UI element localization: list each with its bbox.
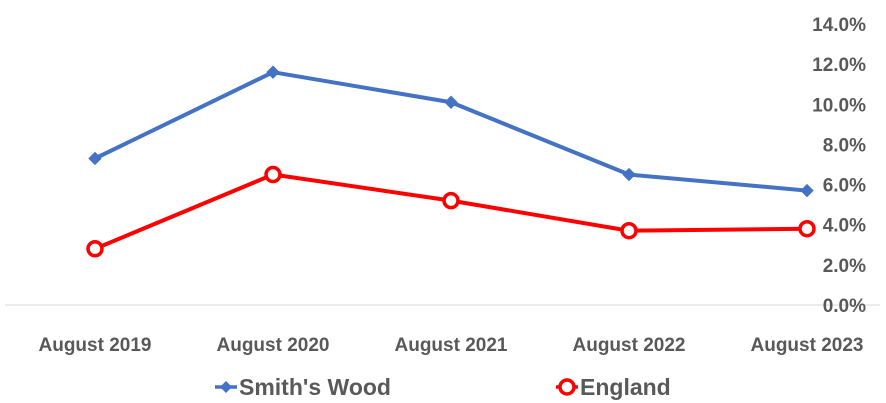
y-tick-label: 0.0% xyxy=(823,296,866,317)
x-tick-label: August 2022 xyxy=(573,335,686,356)
data-point-england xyxy=(264,165,282,184)
y-tick-label: 14.0% xyxy=(812,15,866,36)
x-tick-label: August 2023 xyxy=(751,335,864,356)
data-point-smith-s-wood xyxy=(622,167,636,182)
legend-marker-smith-s-wood xyxy=(220,381,232,393)
y-tick-label: 8.0% xyxy=(823,135,866,156)
legend: Smith's Wood England xyxy=(215,374,671,400)
x-tick-label: August 2021 xyxy=(395,335,508,356)
y-tick-label: 10.0% xyxy=(812,95,866,116)
data-point-smith-s-wood xyxy=(88,151,102,166)
x-axis-ticks: August 2019 August 2020 August 2021 August … xyxy=(39,335,864,356)
y-axis-ticks: 0.0% 2.0% 4.0% 6.0% 8.0% 10.0% 12.0% 14.0% xyxy=(812,15,866,317)
series-line-smith-s-wood xyxy=(94,70,808,193)
data-point-smith-s-wood xyxy=(266,65,280,79)
y-tick-label: 6.0% xyxy=(823,176,866,197)
data-point-england xyxy=(86,240,104,258)
legend-marker-england xyxy=(558,378,576,396)
y-tick-label: 4.0% xyxy=(823,216,866,237)
legend-label-england: England xyxy=(580,374,671,400)
y-tick-label: 12.0% xyxy=(812,55,866,76)
x-tick-label: August 2019 xyxy=(39,335,152,356)
legend-label-smith-s-wood: Smith's Wood xyxy=(239,374,391,400)
data-point-smith-s-wood xyxy=(444,95,458,109)
series-layer xyxy=(86,65,816,258)
data-point-smith-s-wood xyxy=(800,183,814,198)
data-point-england xyxy=(798,219,816,238)
x-tick-label: August 2020 xyxy=(217,335,330,356)
data-point-england xyxy=(442,191,460,210)
data-point-england xyxy=(620,221,638,240)
series-line-england xyxy=(94,172,808,251)
y-tick-label: 2.0% xyxy=(823,256,866,277)
